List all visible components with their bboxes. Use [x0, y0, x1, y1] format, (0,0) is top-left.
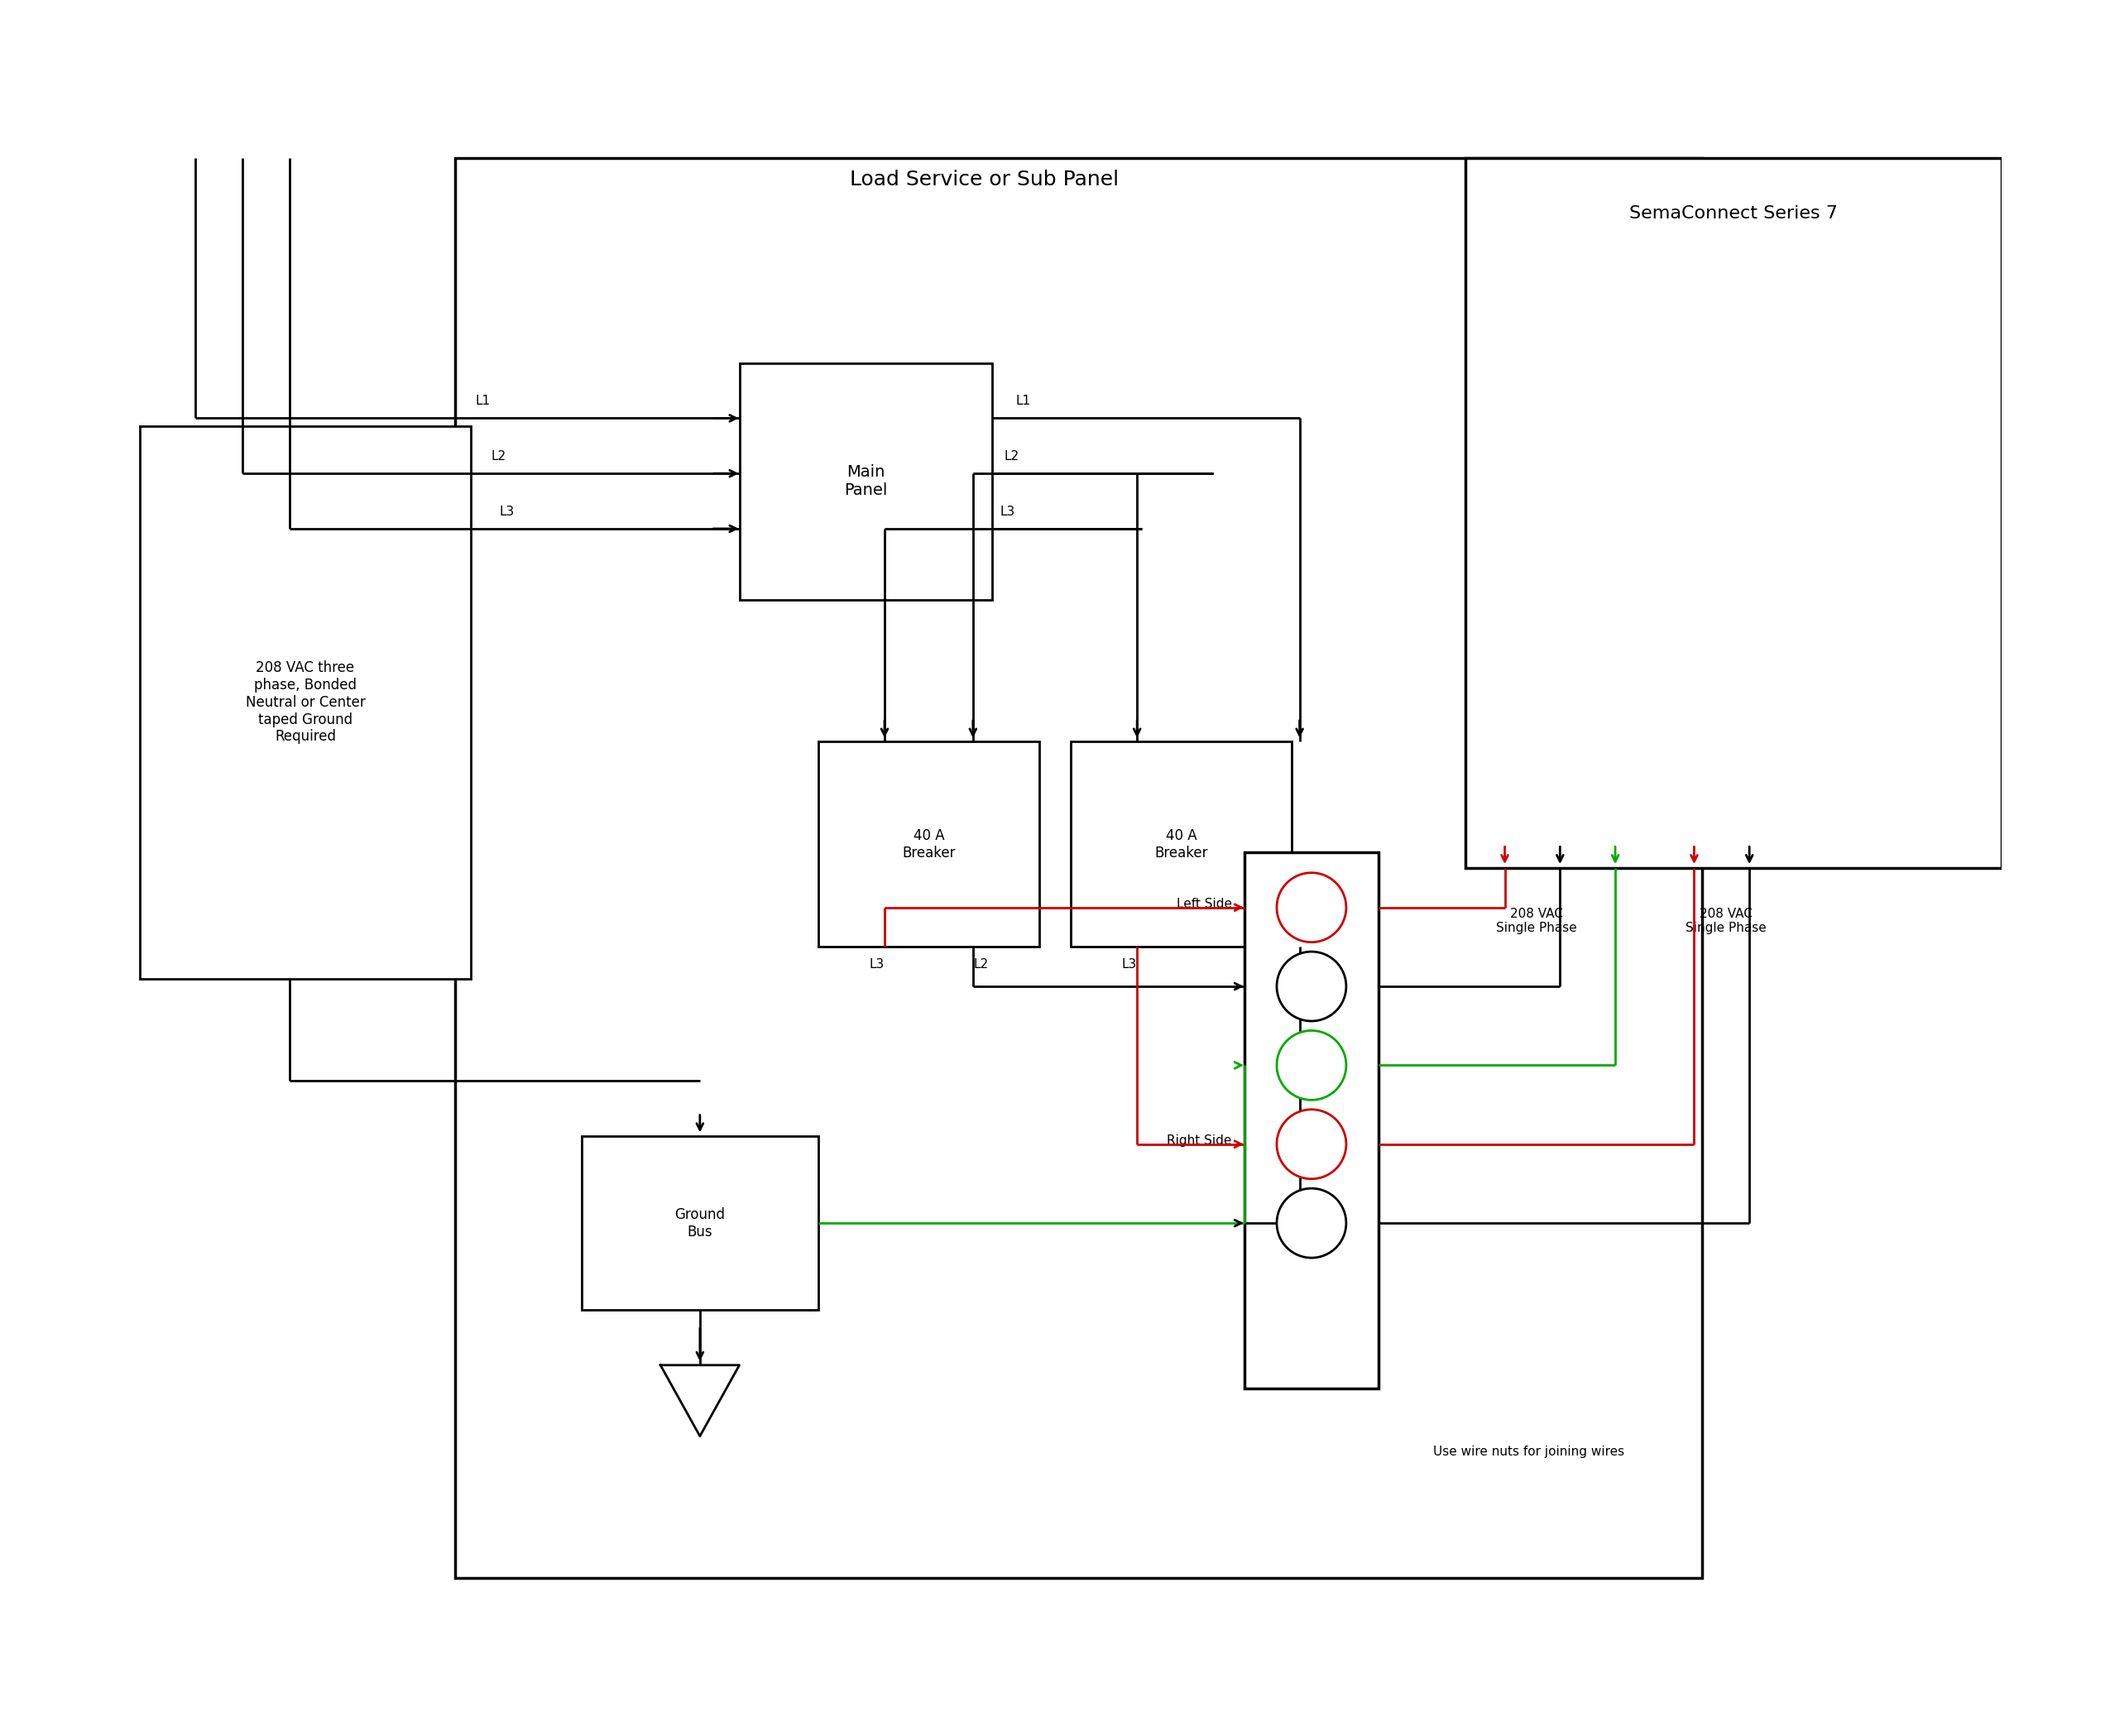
Text: L3: L3: [500, 505, 515, 517]
Text: Load Service or Sub Panel: Load Service or Sub Panel: [850, 170, 1118, 189]
Text: L1: L1: [1300, 958, 1315, 970]
Circle shape: [1277, 873, 1346, 943]
Text: Left Side: Left Side: [1175, 898, 1232, 910]
Text: Use wire nuts for joining wires: Use wire nuts for joining wires: [1433, 1446, 1625, 1458]
Text: 40 A
Breaker: 40 A Breaker: [903, 828, 956, 861]
Bar: [1245, 852, 1378, 1389]
Text: L2: L2: [973, 958, 987, 970]
Text: SemaConnect Series 7: SemaConnect Series 7: [1629, 205, 1838, 222]
Bar: [738, 363, 992, 599]
Text: L2: L2: [1004, 450, 1019, 462]
Bar: [456, 158, 1703, 1578]
Bar: [1464, 158, 2002, 868]
Circle shape: [1277, 1109, 1346, 1179]
Text: L1: L1: [475, 394, 490, 408]
Bar: [139, 425, 471, 979]
Text: L3: L3: [1000, 505, 1015, 517]
Text: 208 VAC
Single Phase: 208 VAC Single Phase: [1686, 908, 1766, 934]
Circle shape: [1277, 951, 1346, 1021]
Text: L1: L1: [1015, 394, 1030, 408]
Text: 208 VAC
Single Phase: 208 VAC Single Phase: [1496, 908, 1576, 934]
Text: Main
Panel: Main Panel: [844, 465, 888, 498]
Bar: [582, 1137, 819, 1311]
Bar: [1070, 741, 1291, 946]
Circle shape: [1277, 1189, 1346, 1259]
Text: Ground
Bus: Ground Bus: [675, 1207, 726, 1240]
Bar: [819, 741, 1040, 946]
Text: L3: L3: [869, 958, 884, 970]
Circle shape: [1277, 1031, 1346, 1101]
Text: 40 A
Breaker: 40 A Breaker: [1154, 828, 1207, 861]
Text: L2: L2: [492, 450, 506, 462]
Text: Right Side: Right Side: [1167, 1135, 1232, 1147]
Text: 208 VAC three
phase, Bonded
Neutral or Center
taped Ground
Required: 208 VAC three phase, Bonded Neutral or C…: [245, 660, 365, 745]
Text: L3: L3: [1123, 958, 1137, 970]
